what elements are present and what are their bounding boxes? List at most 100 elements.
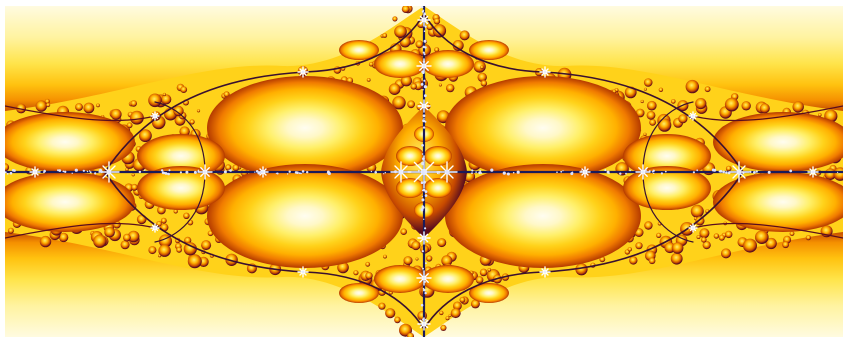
fractal-sparkle-dot — [422, 126, 426, 129]
fractal-sparkle-dot — [422, 60, 426, 63]
fractal-bead — [388, 83, 401, 95]
fractal-sparkle-dot — [6, 172, 9, 175]
fractal-sparkle-dot — [722, 170, 725, 174]
fractal-sparkle-dot — [421, 250, 424, 253]
fractal-bead — [126, 122, 133, 129]
fractal-sparkle-dot — [296, 171, 299, 174]
fractal-sparkle-dot — [580, 170, 583, 172]
fractal-sparkle — [417, 231, 431, 245]
fractal-sparkle-dot — [652, 169, 655, 172]
fractal-sparkle-dot — [421, 153, 424, 155]
fractal-sparkle — [390, 161, 412, 183]
fractal-sparkle-dot — [223, 170, 227, 174]
fractal-bead — [232, 164, 240, 172]
fractal-sparkle-dot — [229, 169, 232, 172]
fractal-sparkle-dot — [422, 157, 425, 161]
fractal-bottom-band — [5, 232, 843, 337]
fractal-bead — [366, 78, 371, 82]
fractal-sparkle-dot — [94, 172, 97, 175]
fractal-bead — [187, 254, 202, 269]
fractal-bead — [440, 324, 447, 331]
fractal-sparkle-dot — [422, 51, 425, 54]
fractal-sparkle-dot — [471, 169, 474, 172]
fractal-bead — [407, 100, 415, 109]
fractal-bead — [148, 246, 157, 255]
fractal-sparkle-dot — [425, 262, 427, 265]
fractal-sparkle-dot — [260, 170, 263, 174]
fractal-sparkle — [635, 164, 651, 180]
fractal-sparkle-dot — [88, 170, 91, 172]
fractal-bead — [818, 113, 822, 117]
fractal-sparkle — [539, 266, 551, 278]
fractal-bead — [487, 268, 492, 272]
fractal-sparkle-dot — [421, 144, 424, 147]
fractal-sparkle-dot — [744, 171, 746, 173]
fractal-bead — [643, 87, 647, 91]
fractal-image — [5, 6, 843, 337]
fractal-bead — [136, 214, 147, 225]
fractal-bead — [656, 232, 662, 238]
fractal-bead — [671, 242, 684, 254]
fractal-bead — [158, 244, 171, 257]
fractal-sparkle-dot — [725, 171, 728, 174]
fractal-sparkle-dot — [185, 170, 189, 174]
fractal-sparkle-dot — [424, 25, 427, 28]
fractal-sparkle-dot — [424, 194, 428, 197]
fractal-bead — [110, 108, 122, 120]
fractal-top-band — [5, 6, 843, 111]
fractal-sparkle-dot — [422, 318, 425, 321]
fractal-bead — [183, 212, 190, 219]
fractal-bead — [459, 30, 470, 41]
fractal-bead — [131, 173, 135, 177]
fractal-sparkle — [98, 161, 120, 183]
fractal-sparkle-dot — [58, 169, 62, 172]
fractal-bead — [725, 230, 733, 239]
fractal-bead — [39, 235, 52, 248]
fractal-sparkle-dot — [275, 172, 277, 174]
fractal-bead — [75, 103, 83, 111]
fractal-sparkle-dot — [421, 6, 424, 9]
fractal-bead — [755, 230, 769, 244]
fractal-sparkle-dot — [13, 169, 16, 172]
fractal-sparkle-dot — [767, 170, 771, 174]
fractal-sparkle-dot — [420, 83, 424, 86]
fractal-sparkle-dot — [423, 13, 426, 16]
fractal-sparkle-dot — [422, 206, 425, 209]
fractal-bead — [702, 241, 711, 250]
fractal-sparkle-dot — [288, 170, 291, 173]
fractal-sparkle-dot — [422, 114, 426, 118]
fractal-sparkle-dot — [71, 172, 73, 174]
fractal-bead — [173, 209, 178, 214]
fractal-bead — [759, 103, 770, 114]
fractal-sparkle — [297, 266, 309, 278]
fractal-bead — [378, 302, 386, 310]
fractal-bead — [575, 263, 588, 276]
fractal-bead — [439, 310, 444, 316]
fractal-bead — [640, 99, 644, 104]
fractal-bead — [104, 226, 115, 238]
fractal-sparkle-dot — [423, 79, 426, 82]
fractal-sparkle-dot — [422, 89, 424, 91]
fractal-bead — [475, 276, 484, 284]
fractal-bead — [176, 246, 183, 253]
fractal-sparkle — [688, 111, 698, 121]
fractal-sparkle-dot — [74, 168, 78, 172]
fractal-sparkle-dot — [424, 190, 428, 194]
fractal-sparkle-dot — [203, 171, 205, 173]
fractal-sparkle-dot — [421, 195, 423, 197]
fractal-sparkle-dot — [301, 170, 305, 173]
fractal-bead — [46, 102, 51, 108]
fractal-bead — [833, 167, 843, 181]
fractal-bead — [394, 25, 407, 38]
fractal-bead — [400, 75, 412, 87]
fractal-sparkle-dot — [179, 171, 182, 174]
fractal-bead — [792, 101, 804, 113]
fractal-sparkle-dot — [306, 171, 309, 174]
fractal-bead — [701, 237, 707, 243]
fractal-bead — [479, 268, 488, 277]
fractal-bead — [123, 233, 131, 242]
fractal-bead — [173, 105, 184, 117]
fractal-sparkle-dot — [193, 170, 197, 174]
fractal-sparkle-dot — [562, 170, 564, 172]
